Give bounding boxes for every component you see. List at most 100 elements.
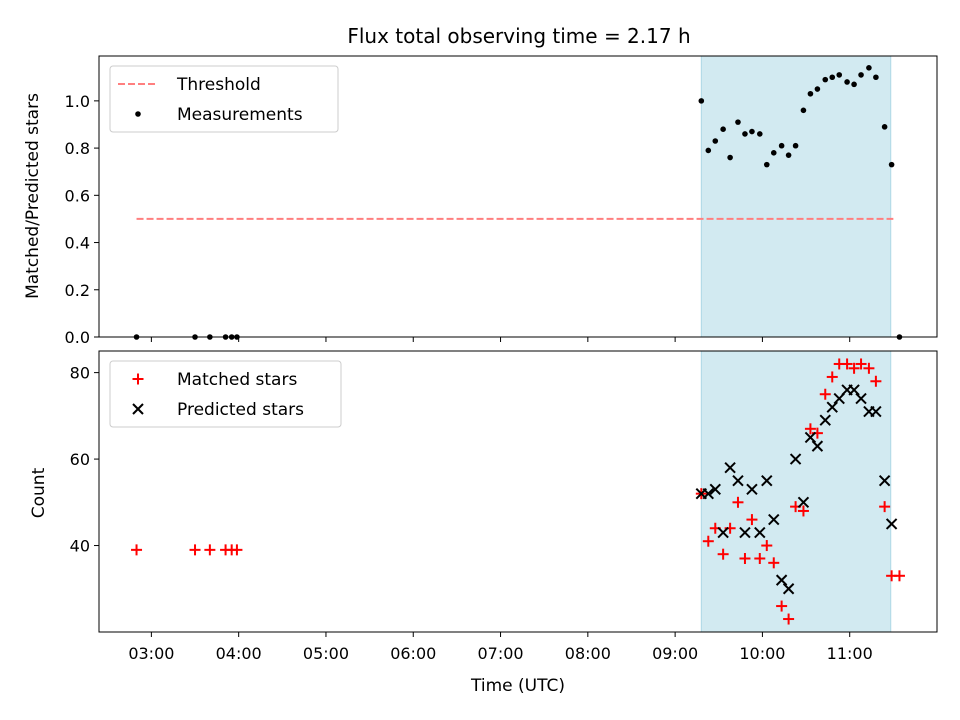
matched-star-point — [189, 544, 201, 556]
top-y-tick-label: 0.0 — [65, 328, 90, 347]
measurement-point — [873, 74, 879, 81]
measurement-point — [735, 119, 741, 125]
predicted-star-point — [717, 526, 729, 539]
top-y-tick-label: 0.2 — [65, 281, 90, 300]
measurement-point — [705, 147, 712, 154]
measurement-point — [807, 90, 814, 97]
predicted-star-mark-b — [702, 487, 715, 500]
legend-label: Measurements — [177, 105, 303, 125]
measurement-point — [844, 79, 850, 85]
matched-star-point — [776, 600, 788, 612]
top-panel: 0.0 0.2 0.4 0.6 0.8 1.0 Threshold Measurements — [65, 55, 938, 347]
measurement-point — [866, 65, 872, 71]
measurement-point — [749, 128, 755, 135]
predicted-star-mark-b — [739, 526, 751, 539]
chart-title: Flux total observing time = 2.17 h — [347, 24, 690, 48]
measurement-point — [763, 161, 770, 168]
legend-label: Threshold — [176, 75, 261, 95]
matched-star-point — [804, 423, 816, 435]
predicted-star-mark-b — [754, 526, 766, 539]
matched-star-point — [746, 514, 758, 526]
matched-star-point — [879, 501, 891, 513]
x-tick-label: 06:00 — [390, 644, 436, 663]
matched-star-point — [761, 540, 773, 552]
predicted-star-mark-b — [826, 401, 838, 413]
predicted-star-mark-b — [811, 440, 824, 452]
predicted-star-point — [739, 526, 751, 539]
x-tick-label: 11:00 — [827, 644, 873, 663]
matched-star-point — [204, 544, 216, 556]
predicted-star-point — [724, 462, 736, 474]
top-legend: Threshold Measurements — [109, 65, 339, 133]
predicted-star-point — [885, 518, 898, 530]
predicted-star-mark-b — [885, 518, 898, 530]
legend-predicted-mark-b — [132, 403, 144, 415]
matched-star-point — [231, 544, 243, 556]
x-tick-label: 05:00 — [303, 644, 349, 663]
x-tick-label: 08:00 — [565, 644, 611, 663]
predicted-star-point — [746, 483, 758, 496]
bottom-y-tick-label: 80 — [70, 364, 90, 383]
predicted-star-point — [870, 405, 882, 418]
matched-star-point — [841, 358, 853, 370]
predicted-star-mark-b — [709, 483, 721, 496]
matched-star-point — [739, 553, 751, 565]
matched-star-point — [893, 570, 905, 582]
predicted-star-point — [855, 392, 867, 405]
measurement-point — [742, 131, 748, 137]
matched-star-point — [783, 613, 795, 625]
predicted-star-mark-b — [797, 496, 810, 509]
predicted-star-mark-b — [768, 513, 780, 526]
top-y-tick-label: 0.8 — [65, 139, 90, 158]
measurement-point — [829, 74, 836, 81]
bottom-legend-box — [109, 360, 342, 428]
matched-star-point — [754, 553, 766, 565]
predicted-star-point — [709, 483, 721, 496]
measurement-point — [756, 131, 763, 137]
predicted-star-mark-b — [761, 474, 773, 487]
predicted-star-mark-b — [724, 462, 736, 474]
predicted-star-point — [804, 431, 817, 444]
predicted-star-mark-b — [732, 474, 744, 487]
predicted-star-point — [768, 513, 780, 526]
bottom-axes-frame — [98, 350, 938, 633]
predicted-star-point — [878, 474, 891, 487]
predicted-star-mark-b — [789, 453, 802, 465]
x-tick-label: 04:00 — [216, 644, 262, 663]
predicted-star-point — [826, 401, 838, 413]
predicted-star-point — [761, 474, 773, 487]
predicted-star-point — [775, 574, 788, 586]
predicted-star-point — [782, 583, 795, 595]
x-tick-label: 07:00 — [477, 644, 523, 663]
predicted-star-mark-b — [775, 574, 788, 586]
measurement-point — [727, 154, 733, 161]
bottom-y-tick-label: 60 — [70, 450, 90, 469]
matched-star-point — [797, 505, 809, 517]
matched-star-point — [848, 362, 860, 374]
top-y-tick-label: 0.6 — [65, 186, 90, 205]
matched-star-point — [855, 358, 867, 370]
matched-star-point — [768, 557, 780, 569]
x-tick-label: 10:00 — [739, 644, 785, 663]
measurement-point — [720, 126, 726, 133]
x-tick-label: 03:00 — [128, 644, 174, 663]
x-axis-label: Time (UTC) — [470, 676, 565, 696]
predicted-star-point — [732, 474, 744, 487]
predicted-star-mark-b — [804, 431, 817, 444]
measurement-point — [881, 124, 888, 130]
predicted-star-point — [848, 384, 860, 396]
measurement-point — [792, 142, 799, 149]
bottom-y-axis-label: Count — [29, 467, 49, 518]
bottom-panel: 40 60 80 03:00 04:00 05:00 06:00 07:00 08:00 09:0… — [70, 350, 938, 663]
top-observing-span — [700, 55, 892, 338]
measurement-point — [888, 161, 895, 168]
measurement-point — [858, 72, 864, 78]
matched-star-point — [131, 544, 143, 556]
measurement-point — [814, 86, 821, 92]
top-axes-frame — [98, 55, 938, 338]
matched-star-point — [870, 375, 882, 387]
top-y-tick-label: 1.0 — [65, 92, 90, 111]
measurement-point — [698, 98, 705, 104]
measurement-point — [712, 138, 719, 144]
